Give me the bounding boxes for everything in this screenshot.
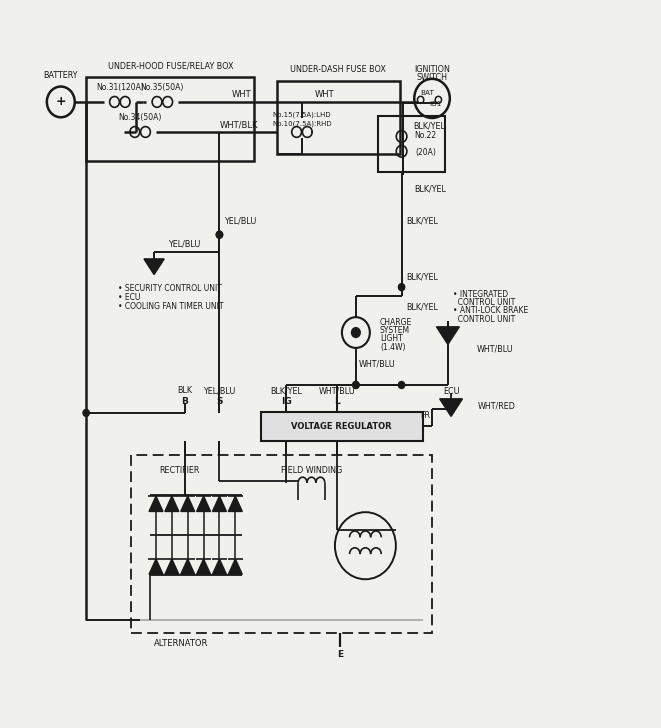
Text: (1.4W): (1.4W) — [380, 343, 405, 352]
Text: BLK/YEL: BLK/YEL — [413, 122, 445, 131]
Circle shape — [216, 232, 223, 238]
Text: WHT/BLU: WHT/BLU — [359, 360, 396, 368]
Polygon shape — [165, 559, 179, 574]
Polygon shape — [212, 496, 227, 512]
Text: • COOLING FAN TIMER UNIT: • COOLING FAN TIMER UNIT — [118, 302, 223, 311]
Circle shape — [399, 284, 405, 290]
Text: IG: IG — [281, 397, 292, 406]
Polygon shape — [196, 559, 211, 574]
Text: YEL/BLU: YEL/BLU — [225, 216, 257, 225]
Text: FIELD WINDING: FIELD WINDING — [281, 467, 342, 475]
Text: VOLTAGE REGULATOR: VOLTAGE REGULATOR — [292, 422, 392, 431]
Bar — [276, 81, 401, 154]
Text: CONTROL UNIT: CONTROL UNIT — [453, 314, 515, 324]
Text: B: B — [181, 397, 188, 406]
Polygon shape — [144, 259, 164, 274]
Bar — [131, 455, 432, 633]
Text: IG1: IG1 — [429, 101, 442, 107]
Polygon shape — [165, 496, 179, 512]
Text: BLK/YEL: BLK/YEL — [270, 386, 302, 395]
Circle shape — [351, 327, 361, 338]
Text: WHT: WHT — [315, 90, 334, 100]
Polygon shape — [180, 559, 195, 574]
Text: • SECURITY CONTROL UNIT: • SECURITY CONTROL UNIT — [118, 284, 222, 293]
Text: BLK/YEL: BLK/YEL — [407, 272, 438, 281]
Polygon shape — [228, 496, 243, 512]
Text: E: E — [337, 649, 343, 659]
Text: SYSTEM: SYSTEM — [380, 326, 410, 335]
Text: WHT/BLU: WHT/BLU — [477, 344, 513, 353]
Text: BLK: BLK — [177, 386, 192, 395]
Text: BLK/YEL: BLK/YEL — [407, 216, 438, 225]
Text: No.31(120A): No.31(120A) — [96, 84, 143, 92]
Text: IGNITION: IGNITION — [414, 65, 450, 74]
Text: WHT/BLK: WHT/BLK — [219, 120, 258, 130]
Text: BAT: BAT — [420, 90, 434, 96]
Text: BLK/YEL: BLK/YEL — [414, 185, 446, 194]
Circle shape — [353, 381, 359, 389]
Text: No.34(50A): No.34(50A) — [118, 114, 162, 122]
Text: No.22: No.22 — [414, 131, 437, 140]
Text: ALTERNATOR: ALTERNATOR — [154, 639, 209, 648]
Text: FR: FR — [420, 411, 431, 420]
Text: YEL/BLU: YEL/BLU — [169, 240, 201, 248]
Text: BATTERY: BATTERY — [44, 71, 78, 79]
Polygon shape — [196, 496, 211, 512]
Text: UNDER-DASH FUSE BOX: UNDER-DASH FUSE BOX — [290, 65, 387, 74]
Bar — [86, 77, 254, 162]
Polygon shape — [440, 399, 463, 416]
Text: BLK/YEL: BLK/YEL — [407, 302, 438, 311]
Circle shape — [83, 409, 89, 416]
Text: • INTEGRATED: • INTEGRATED — [453, 290, 508, 298]
Text: L: L — [334, 397, 340, 406]
Text: UNDER-HOOD FUSE/RELAY BOX: UNDER-HOOD FUSE/RELAY BOX — [108, 61, 233, 71]
Text: (20A): (20A) — [415, 148, 436, 157]
Text: No.10(7.5A):RHD: No.10(7.5A):RHD — [272, 120, 332, 127]
Text: ECU: ECU — [443, 387, 459, 397]
Circle shape — [399, 381, 405, 389]
Polygon shape — [149, 559, 163, 574]
Text: LIGHT: LIGHT — [380, 334, 403, 344]
Text: • ECU: • ECU — [118, 293, 140, 302]
Text: +: + — [56, 95, 66, 108]
Text: CONTROL UNIT: CONTROL UNIT — [453, 298, 515, 307]
Text: CHARGE: CHARGE — [380, 317, 412, 327]
Text: WHT/BLU: WHT/BLU — [319, 386, 355, 395]
Text: No.35(50A): No.35(50A) — [141, 84, 184, 92]
Circle shape — [216, 232, 223, 238]
Polygon shape — [212, 559, 227, 574]
Text: SWITCH: SWITCH — [416, 73, 447, 82]
Text: No.15(7.5A):LHD: No.15(7.5A):LHD — [272, 112, 331, 119]
Text: WHT/RED: WHT/RED — [478, 401, 516, 411]
Text: YEL/BLU: YEL/BLU — [204, 386, 235, 395]
Text: WHT: WHT — [232, 90, 251, 100]
Polygon shape — [149, 496, 163, 512]
Polygon shape — [180, 496, 195, 512]
Text: S: S — [216, 397, 223, 406]
Bar — [378, 116, 445, 172]
Circle shape — [353, 381, 359, 389]
Bar — [260, 411, 422, 441]
Polygon shape — [228, 559, 243, 574]
Polygon shape — [436, 327, 459, 344]
Text: RECTIFIER: RECTIFIER — [159, 466, 200, 475]
Text: • ANTI-LOCK BRAKE: • ANTI-LOCK BRAKE — [453, 306, 528, 315]
